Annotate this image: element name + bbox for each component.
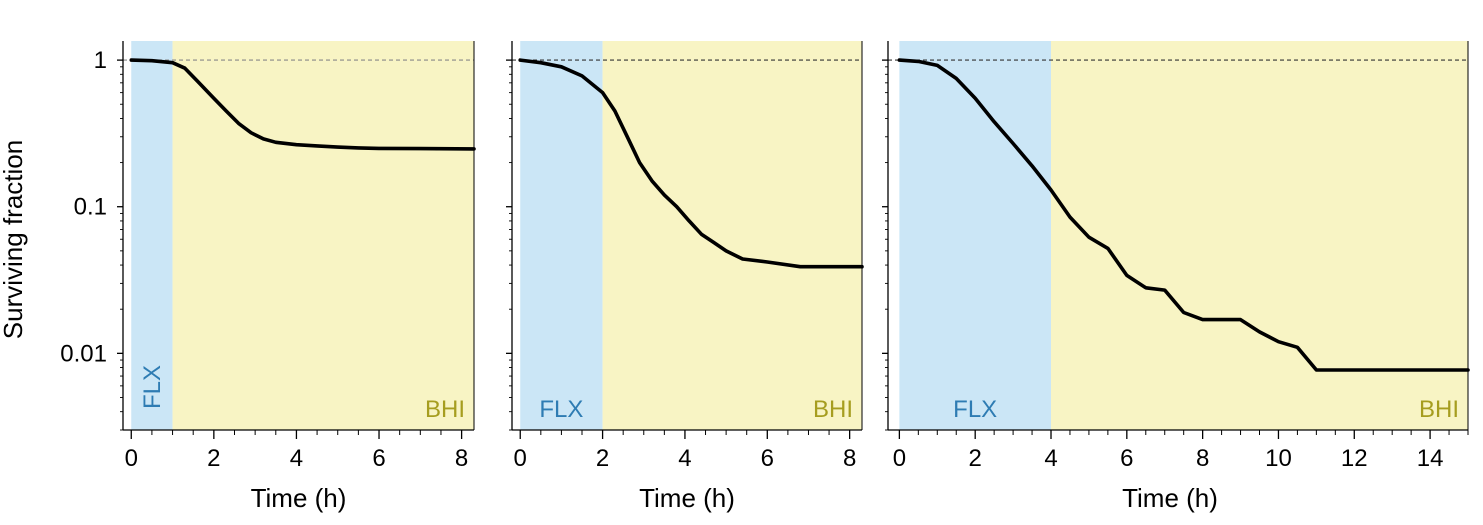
x-axis-label: Time (h) [1122,483,1218,513]
x-tick-label: 6 [1120,445,1133,472]
y-axis-label: Surviving fraction [0,140,28,339]
x-tick-label: 10 [1265,445,1292,472]
x-tick-label: 4 [290,445,303,472]
region-bhi [602,41,862,430]
x-tick-label: 2 [207,445,220,472]
x-tick-label: 6 [761,445,774,472]
x-tick-label: 8 [455,445,468,472]
y-tick-label: 0.01 [60,340,107,367]
y-tick-label: 1 [94,47,107,74]
x-tick-label: 14 [1417,445,1444,472]
region-bhi [172,41,474,430]
x-tick-label: 0 [125,445,138,472]
region-label-bhi: BHI [425,396,465,423]
region-label-bhi: BHI [813,396,853,423]
x-tick-label: 2 [596,445,609,472]
x-tick-label: 2 [969,445,982,472]
chart-panel-1: 0 2 4 6 8 1 0.1 0.01 FLX BHI Time (h) Surviving fra… [0,41,476,513]
region-label-bhi: BHI [1419,396,1459,423]
x-axis-label: Time (h) [639,483,735,513]
chart-panel-3: 0 2 4 6 8 10 12 14 FLX BHI Time (h) [882,41,1470,513]
region-flx [131,41,173,430]
x-tick-label: 8 [1196,445,1209,472]
chart-panel-2: 0 2 4 6 8 FLX BHI Time (h) [506,41,864,513]
x-tick-label: 8 [843,445,856,472]
region-bhi [1051,41,1468,430]
region-flx [899,41,1052,430]
region-flx [520,41,603,430]
region-label-flx: FLX [539,396,583,423]
x-tick-label: 0 [514,445,527,472]
region-label-flx: FLX [953,396,997,423]
y-tick-label: 0.1 [74,194,107,221]
x-axis-label: Time (h) [251,483,347,513]
x-tick-label: 12 [1341,445,1368,472]
x-tick-label: 4 [678,445,691,472]
survival-line [897,58,1470,372]
x-tick-label: 0 [893,445,906,472]
x-tick-label: 6 [372,445,385,472]
region-label-flx: FLX [139,365,166,409]
survival-line [129,58,476,151]
survival-line [518,58,864,269]
x-tick-label: 4 [1044,445,1057,472]
